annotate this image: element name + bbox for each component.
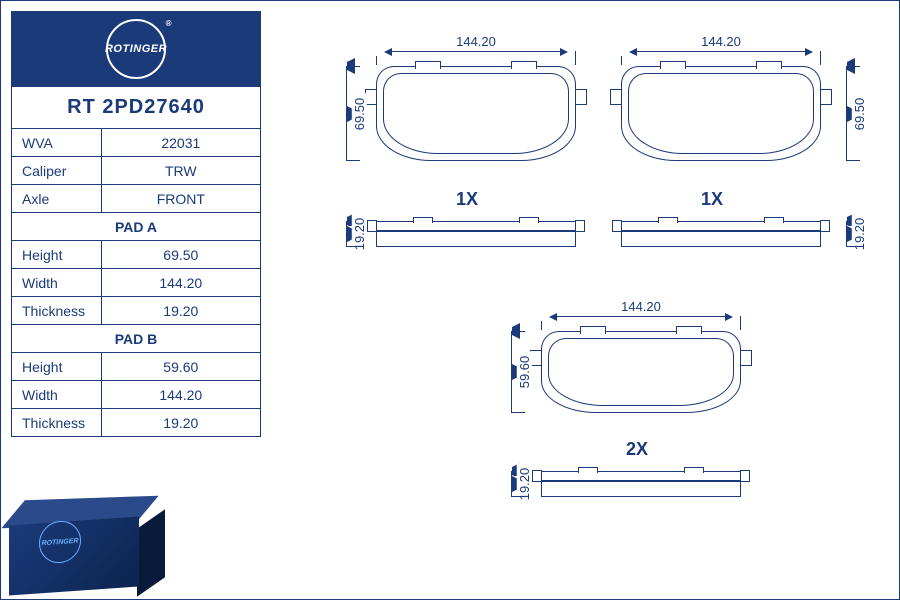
pad-b-width: 144.20 xyxy=(101,381,260,409)
brand-logo-box: ROTINGER ® xyxy=(11,11,261,86)
pad-a-thickness-label: Thickness xyxy=(12,297,102,325)
pad-a-width-label: Width xyxy=(12,269,102,297)
pad-b-height-label: Height xyxy=(12,353,102,381)
pad-a-thickness: 19.20 xyxy=(101,297,260,325)
dim-height-a-right: 69.50 xyxy=(846,66,866,161)
dim-height-a-left: 69.50 xyxy=(346,66,366,161)
spec-table: RT 2PD27640 WVA 22031 Caliper TRW Axle F… xyxy=(11,86,261,437)
pad-a-width: 144.20 xyxy=(101,269,260,297)
dim-thickness-a-left: 19.20 xyxy=(346,221,366,247)
pad-a-header: PAD A xyxy=(12,213,261,241)
pad-a-height-label: Height xyxy=(12,241,102,269)
axle-label: Axle xyxy=(12,185,102,213)
spec-panel: ROTINGER ® RT 2PD27640 WVA 22031 Caliper… xyxy=(11,11,261,437)
registered-icon: ® xyxy=(166,19,172,28)
dim-height-b: 59.60 xyxy=(511,331,531,413)
dim-width-b: 144.20 xyxy=(541,316,741,336)
caliper-label: Caliper xyxy=(12,157,102,185)
pad-a-side-right xyxy=(621,221,821,247)
pad-b-width-label: Width xyxy=(12,381,102,409)
dim-thickness-a-right: 19.20 xyxy=(846,221,866,247)
brand-logo: ROTINGER ® xyxy=(106,19,166,79)
pad-a-face-left xyxy=(376,66,576,161)
pad-a-height: 69.50 xyxy=(101,241,260,269)
pad-b-thickness: 19.20 xyxy=(101,409,260,437)
pad-b-side xyxy=(541,471,741,497)
pad-b-header: PAD B xyxy=(12,325,261,353)
part-number: RT 2PD27640 xyxy=(12,87,261,129)
pad-b-thickness-label: Thickness xyxy=(12,409,102,437)
qty-left: 1X xyxy=(456,189,478,210)
qty-right: 1X xyxy=(701,189,723,210)
axle-value: FRONT xyxy=(101,185,260,213)
technical-diagram: 144.20 144.20 69.50 69.50 19.20 xyxy=(281,11,891,591)
brand-name: ROTINGER xyxy=(105,43,167,55)
pad-b-height: 59.60 xyxy=(101,353,260,381)
pad-b-face xyxy=(541,331,741,413)
dim-thickness-b: 19.20 xyxy=(511,471,531,497)
pad-a-face-right xyxy=(621,66,821,161)
caliper-value: TRW xyxy=(101,157,260,185)
product-box-image: ROTINGER xyxy=(9,496,169,591)
qty-bottom: 2X xyxy=(626,439,648,460)
wva-value: 22031 xyxy=(101,129,260,157)
dim-width-a-right: 144.20 xyxy=(621,51,821,71)
dim-width-a-left: 144.20 xyxy=(376,51,576,71)
pad-a-side-left xyxy=(376,221,576,247)
wva-label: WVA xyxy=(12,129,102,157)
